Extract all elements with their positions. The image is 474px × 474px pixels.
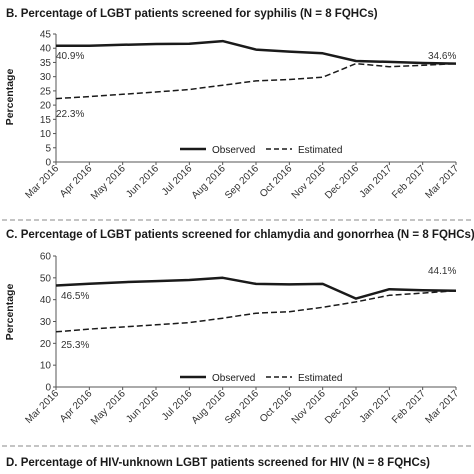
c-x-tick-label: May 2016: [89, 388, 128, 427]
panel-b-y-axis: 0 5 10 15 20 25 30 35 40 45: [40, 30, 57, 169]
b-y-tick-label: 30: [40, 72, 52, 83]
panel-c-y-axis-label: Percentage: [4, 284, 16, 341]
b-y-tick-label: 10: [40, 129, 52, 140]
panel-b-start-observed-label: 40.9%: [56, 51, 84, 62]
panel-d-title: D. Percentage of HIV-unknown LGBT patien…: [6, 457, 430, 469]
c-y-tick-label: 30: [40, 317, 52, 328]
c-y-tick-label: 60: [40, 252, 52, 263]
b-x-tick-label: Aug 2016: [190, 163, 228, 201]
panel-c-legend-estimated: Estimated: [298, 373, 342, 384]
c-x-tick-label: Mar 2016: [23, 388, 61, 426]
c-x-tick-label: Jun 2016: [124, 388, 161, 425]
c-y-tick-label: 50: [40, 273, 52, 284]
b-y-tick-label: 40: [40, 44, 52, 55]
panel-c-title: C. Percentage of LGBT patients screened …: [6, 229, 474, 241]
panel-b: B. Percentage of LGBT patients screened …: [4, 8, 461, 202]
panel-b-legend-observed: Observed: [212, 145, 255, 156]
c-y-tick-label: 0: [45, 383, 51, 394]
c-x-tick-label: Sep 2016: [223, 388, 261, 426]
b-y-tick-label: 5: [45, 143, 51, 154]
panel-c-legend-observed: Observed: [212, 373, 255, 384]
c-series-estimated-line: [55, 289, 457, 333]
panel-b-legend: Observed Estimated: [180, 145, 342, 156]
b-x-tick-label: Feb 2017: [390, 163, 428, 201]
panel-b-legend-estimated: Estimated: [298, 145, 342, 156]
c-x-tick-label: Aug 2016: [190, 388, 228, 426]
b-y-tick-label: 35: [40, 58, 52, 69]
c-x-tick-label: Nov 2016: [290, 388, 328, 426]
panel-b-start-estimated-label: 22.3%: [56, 109, 84, 120]
c-y-tick-label: 40: [40, 295, 52, 306]
panel-b-title: B. Percentage of LGBT patients screened …: [6, 8, 378, 20]
panel-c-legend: Observed Estimated: [180, 373, 342, 384]
b-y-tick-label: 45: [40, 30, 52, 41]
b-x-tick-label: Jan 2017: [358, 163, 395, 200]
panel-b-series: [55, 39, 457, 100]
c-y-tick-label: 10: [40, 361, 52, 372]
panel-c-y-axis: 0 10 20 30 40 50 60: [40, 252, 57, 394]
panel-c-start-estimated-label: 25.3%: [61, 340, 89, 351]
c-x-tick-label: Dec 2016: [323, 388, 361, 426]
panel-b-end-label: 34.6%: [428, 51, 456, 62]
b-x-tick-label: Jun 2016: [124, 163, 161, 200]
b-series-estimated-line: [55, 62, 457, 100]
c-series-observed-line: [55, 276, 457, 300]
b-y-tick-label: 25: [40, 86, 52, 97]
c-x-tick-label: Jan 2017: [358, 388, 395, 425]
c-x-tick-label: Mar 2017: [423, 388, 461, 426]
panel-c-start-observed-label: 46.5%: [61, 291, 89, 302]
b-y-tick-label: 0: [45, 158, 51, 169]
b-y-tick-label: 20: [40, 101, 52, 112]
b-x-tick-label: Nov 2016: [290, 163, 328, 201]
c-x-tick-label: Feb 2017: [390, 388, 428, 426]
panel-c-series: [55, 276, 457, 333]
b-series-observed-line: [56, 39, 457, 65]
b-x-tick-label: May 2016: [89, 163, 128, 202]
b-y-tick-label: 15: [40, 115, 52, 126]
panel-c-end-label: 44.1%: [428, 266, 456, 277]
b-x-tick-label: Dec 2016: [323, 163, 361, 201]
b-x-tick-label: Mar 2017: [423, 163, 461, 201]
panel-c: C. Percentage of LGBT patients screened …: [4, 229, 474, 427]
c-y-tick-label: 20: [40, 339, 52, 350]
b-x-tick-label: Mar 2016: [23, 163, 61, 201]
b-x-tick-label: Sep 2016: [223, 163, 261, 201]
panel-b-y-axis-label: Percentage: [4, 69, 16, 126]
